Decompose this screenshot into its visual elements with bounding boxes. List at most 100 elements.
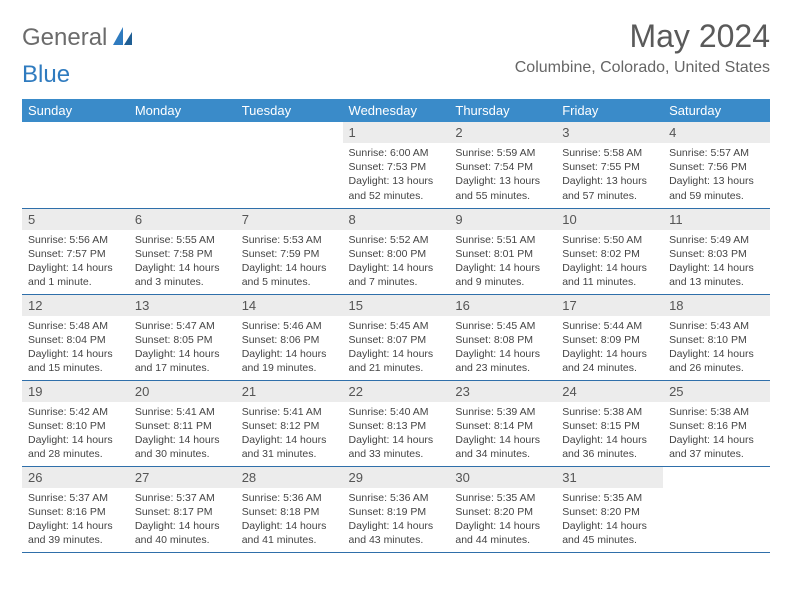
calendar-cell: 6Sunrise: 5:55 AMSunset: 7:58 PMDaylight… (129, 208, 236, 294)
calendar-cell: 22Sunrise: 5:40 AMSunset: 8:13 PMDayligh… (343, 380, 450, 466)
day-details: Sunrise: 5:58 AMSunset: 7:55 PMDaylight:… (556, 143, 663, 207)
day-number: 4 (663, 122, 770, 143)
day-number (22, 122, 129, 128)
calendar-cell: 17Sunrise: 5:44 AMSunset: 8:09 PMDayligh… (556, 294, 663, 380)
calendar-cell: 26Sunrise: 5:37 AMSunset: 8:16 PMDayligh… (22, 466, 129, 552)
logo-sail-icon (112, 26, 134, 51)
calendar-cell: 30Sunrise: 5:35 AMSunset: 8:20 PMDayligh… (449, 466, 556, 552)
day-details: Sunrise: 5:46 AMSunset: 8:06 PMDaylight:… (236, 316, 343, 380)
month-title: May 2024 (515, 18, 770, 55)
day-details: Sunrise: 5:47 AMSunset: 8:05 PMDaylight:… (129, 316, 236, 380)
calendar-cell: 1Sunrise: 6:00 AMSunset: 7:53 PMDaylight… (343, 122, 450, 208)
day-details: Sunrise: 5:51 AMSunset: 8:01 PMDaylight:… (449, 230, 556, 294)
day-header: Sunday (22, 99, 129, 122)
day-number: 7 (236, 209, 343, 230)
day-number: 2 (449, 122, 556, 143)
day-header: Monday (129, 99, 236, 122)
calendar-row: 1Sunrise: 6:00 AMSunset: 7:53 PMDaylight… (22, 122, 770, 208)
day-details: Sunrise: 5:37 AMSunset: 8:16 PMDaylight:… (22, 488, 129, 552)
day-details: Sunrise: 5:57 AMSunset: 7:56 PMDaylight:… (663, 143, 770, 207)
calendar-cell (129, 122, 236, 208)
day-number: 12 (22, 295, 129, 316)
day-header: Tuesday (236, 99, 343, 122)
day-number: 30 (449, 467, 556, 488)
day-number (129, 122, 236, 128)
day-number: 29 (343, 467, 450, 488)
calendar-cell: 27Sunrise: 5:37 AMSunset: 8:17 PMDayligh… (129, 466, 236, 552)
day-number: 31 (556, 467, 663, 488)
calendar-cell: 21Sunrise: 5:41 AMSunset: 8:12 PMDayligh… (236, 380, 343, 466)
day-number: 8 (343, 209, 450, 230)
day-number: 26 (22, 467, 129, 488)
calendar-cell: 18Sunrise: 5:43 AMSunset: 8:10 PMDayligh… (663, 294, 770, 380)
location-text: Columbine, Colorado, United States (515, 59, 770, 77)
calendar-cell: 16Sunrise: 5:45 AMSunset: 8:08 PMDayligh… (449, 294, 556, 380)
day-number: 23 (449, 381, 556, 402)
calendar-cell: 11Sunrise: 5:49 AMSunset: 8:03 PMDayligh… (663, 208, 770, 294)
day-number: 13 (129, 295, 236, 316)
day-number: 22 (343, 381, 450, 402)
calendar-cell: 20Sunrise: 5:41 AMSunset: 8:11 PMDayligh… (129, 380, 236, 466)
calendar-cell (236, 122, 343, 208)
calendar-row: 12Sunrise: 5:48 AMSunset: 8:04 PMDayligh… (22, 294, 770, 380)
day-header: Friday (556, 99, 663, 122)
day-number: 15 (343, 295, 450, 316)
day-details: Sunrise: 5:48 AMSunset: 8:04 PMDaylight:… (22, 316, 129, 380)
day-number: 10 (556, 209, 663, 230)
title-block: May 2024 Columbine, Colorado, United Sta… (515, 18, 770, 77)
calendar-cell: 4Sunrise: 5:57 AMSunset: 7:56 PMDaylight… (663, 122, 770, 208)
day-number: 21 (236, 381, 343, 402)
day-details: Sunrise: 5:55 AMSunset: 7:58 PMDaylight:… (129, 230, 236, 294)
day-details: Sunrise: 5:39 AMSunset: 8:14 PMDaylight:… (449, 402, 556, 466)
day-header-row: Sunday Monday Tuesday Wednesday Thursday… (22, 99, 770, 122)
day-details: Sunrise: 5:41 AMSunset: 8:11 PMDaylight:… (129, 402, 236, 466)
day-header: Wednesday (343, 99, 450, 122)
calendar-cell: 5Sunrise: 5:56 AMSunset: 7:57 PMDaylight… (22, 208, 129, 294)
day-number: 25 (663, 381, 770, 402)
calendar-cell: 3Sunrise: 5:58 AMSunset: 7:55 PMDaylight… (556, 122, 663, 208)
day-details: Sunrise: 5:41 AMSunset: 8:12 PMDaylight:… (236, 402, 343, 466)
day-number: 18 (663, 295, 770, 316)
day-details: Sunrise: 5:36 AMSunset: 8:18 PMDaylight:… (236, 488, 343, 552)
calendar-cell: 29Sunrise: 5:36 AMSunset: 8:19 PMDayligh… (343, 466, 450, 552)
day-details: Sunrise: 5:36 AMSunset: 8:19 PMDaylight:… (343, 488, 450, 552)
day-details: Sunrise: 5:45 AMSunset: 8:07 PMDaylight:… (343, 316, 450, 380)
day-details: Sunrise: 5:59 AMSunset: 7:54 PMDaylight:… (449, 143, 556, 207)
day-number: 14 (236, 295, 343, 316)
day-details: Sunrise: 5:38 AMSunset: 8:15 PMDaylight:… (556, 402, 663, 466)
brand-part2: Blue (22, 61, 70, 89)
calendar-table: Sunday Monday Tuesday Wednesday Thursday… (22, 99, 770, 553)
day-number: 17 (556, 295, 663, 316)
day-details: Sunrise: 5:49 AMSunset: 8:03 PMDaylight:… (663, 230, 770, 294)
day-details: Sunrise: 5:56 AMSunset: 7:57 PMDaylight:… (22, 230, 129, 294)
day-number: 28 (236, 467, 343, 488)
day-details: Sunrise: 5:45 AMSunset: 8:08 PMDaylight:… (449, 316, 556, 380)
day-number: 11 (663, 209, 770, 230)
day-details: Sunrise: 5:50 AMSunset: 8:02 PMDaylight:… (556, 230, 663, 294)
day-details: Sunrise: 5:37 AMSunset: 8:17 PMDaylight:… (129, 488, 236, 552)
calendar-row: 26Sunrise: 5:37 AMSunset: 8:16 PMDayligh… (22, 466, 770, 552)
day-number: 3 (556, 122, 663, 143)
day-header: Thursday (449, 99, 556, 122)
brand-logo: General (22, 24, 136, 52)
calendar-cell: 9Sunrise: 5:51 AMSunset: 8:01 PMDaylight… (449, 208, 556, 294)
calendar-cell: 8Sunrise: 5:52 AMSunset: 8:00 PMDaylight… (343, 208, 450, 294)
brand-part1: General (22, 24, 107, 52)
day-details: Sunrise: 5:35 AMSunset: 8:20 PMDaylight:… (556, 488, 663, 552)
day-details: Sunrise: 5:44 AMSunset: 8:09 PMDaylight:… (556, 316, 663, 380)
day-details: Sunrise: 5:42 AMSunset: 8:10 PMDaylight:… (22, 402, 129, 466)
day-number: 6 (129, 209, 236, 230)
day-number: 19 (22, 381, 129, 402)
calendar-cell: 13Sunrise: 5:47 AMSunset: 8:05 PMDayligh… (129, 294, 236, 380)
calendar-cell: 10Sunrise: 5:50 AMSunset: 8:02 PMDayligh… (556, 208, 663, 294)
day-details: Sunrise: 6:00 AMSunset: 7:53 PMDaylight:… (343, 143, 450, 207)
calendar-cell: 23Sunrise: 5:39 AMSunset: 8:14 PMDayligh… (449, 380, 556, 466)
day-number: 5 (22, 209, 129, 230)
calendar-row: 5Sunrise: 5:56 AMSunset: 7:57 PMDaylight… (22, 208, 770, 294)
calendar-row: 19Sunrise: 5:42 AMSunset: 8:10 PMDayligh… (22, 380, 770, 466)
calendar-cell: 25Sunrise: 5:38 AMSunset: 8:16 PMDayligh… (663, 380, 770, 466)
day-details: Sunrise: 5:38 AMSunset: 8:16 PMDaylight:… (663, 402, 770, 466)
day-details: Sunrise: 5:53 AMSunset: 7:59 PMDaylight:… (236, 230, 343, 294)
calendar-cell: 2Sunrise: 5:59 AMSunset: 7:54 PMDaylight… (449, 122, 556, 208)
day-number: 27 (129, 467, 236, 488)
